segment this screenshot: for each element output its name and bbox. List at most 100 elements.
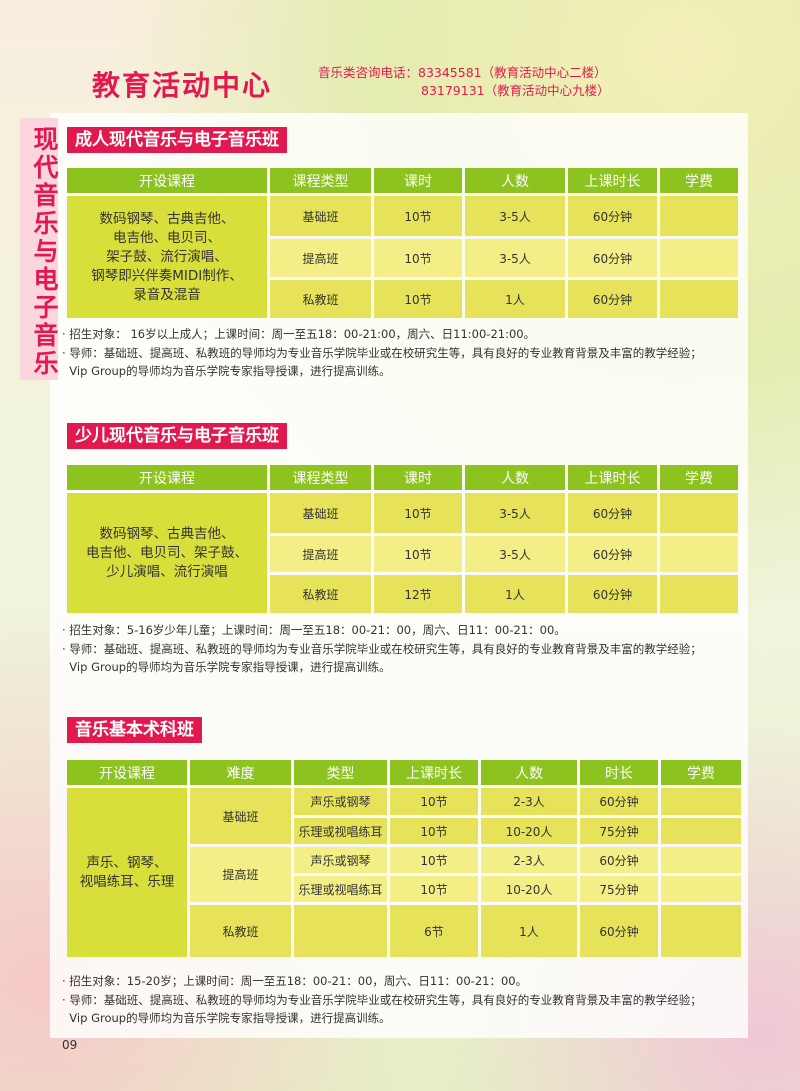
table-cell: 1人 (481, 905, 577, 957)
table-cell: 提高班 (270, 536, 371, 572)
table-cell: 基础班 (270, 493, 371, 533)
level-cell: 提高班 (190, 847, 291, 902)
table-header-row: 开设课程 课程类型 课时 人数 上课时长 学费 (67, 465, 738, 490)
table-cell: 60分钟 (568, 239, 657, 277)
course-list: 声乐、钢琴、 视唱练耳、乐理 (67, 788, 187, 957)
table-cell (661, 818, 741, 844)
column-header: 学费 (660, 168, 738, 193)
table-cell: 75分钟 (580, 876, 658, 902)
table-row: 提高班 10节 3-5人 60分钟 (67, 536, 738, 572)
table-cell: 10节 (374, 280, 462, 318)
contact-info: 音乐类咨询电话：83345581（教育活动中心二楼） 83179131（教育活动… (318, 64, 610, 100)
table-cell: 10-20人 (481, 818, 577, 844)
table-cell (660, 280, 738, 318)
table-cell: 私教班 (270, 280, 371, 318)
table-cell (661, 876, 741, 902)
column-header: 课时 (374, 168, 462, 193)
page-number: 09 (62, 1038, 78, 1052)
table-cell (660, 493, 738, 533)
table-row: 乐理或视唱练耳 10节 10-20人 75分钟 (67, 818, 741, 844)
table-cell: 提高班 (270, 239, 371, 277)
table-cell: 10节 (374, 239, 462, 277)
table-cell: 10节 (390, 876, 478, 902)
table-cell: 1人 (465, 280, 565, 318)
course-list: 数码钢琴、古典吉他、 电吉他、电贝司、 架子鼓、流行演唱、 钢琴即兴伴奏MIDI… (67, 196, 267, 318)
table-cell: 60分钟 (568, 493, 657, 533)
table-cell: 10-20人 (481, 876, 577, 902)
table-cell (661, 788, 741, 815)
contact-line-2: 83179131（教育活动中心九楼） (421, 83, 610, 98)
table-cell (660, 536, 738, 572)
table-cell: 乐理或视唱练耳 (294, 876, 387, 902)
table-cell: 私教班 (270, 575, 371, 613)
table-cell (661, 905, 741, 957)
table-cell: 声乐或钢琴 (294, 788, 387, 815)
table-row: 数码钢琴、古典吉他、 电吉他、电贝司、 架子鼓、流行演唱、 钢琴即兴伴奏MIDI… (67, 196, 738, 318)
side-category-label: 现代音乐与电子音乐 (20, 118, 59, 380)
table-cell: 60分钟 (580, 847, 658, 873)
column-header: 上课时长 (568, 168, 657, 193)
table-row: 私教班 6节 1人 60分钟 (67, 905, 741, 957)
table-cell: 3-5人 (465, 493, 565, 533)
table-cell: 60分钟 (568, 575, 657, 613)
note-line: · 导师：基础班、提高班、私教班的导师均为专业音乐学院毕业或在校研究生等，具有良… (62, 992, 702, 1007)
note-line: · 导师：基础班、提高班、私教班的导师均为专业音乐学院毕业或在校研究生等，具有良… (62, 641, 702, 656)
table-cell: 1人 (465, 575, 565, 613)
contact-line-1: 音乐类咨询电话：83345581（教育活动中心二楼） (318, 65, 607, 80)
column-header: 课时 (374, 465, 462, 490)
table-cell: 10节 (374, 196, 462, 236)
column-header: 上课时长 (390, 760, 478, 785)
section-notes: · 招生对象： 16岁以上成人；上课时间：周一至五18：00-21:00，周六、… (62, 325, 702, 381)
table-cell: 6节 (390, 905, 478, 957)
table-row: 提高班 10节 3-5人 60分钟 (67, 239, 738, 277)
column-header: 课程类型 (270, 465, 371, 490)
column-header: 开设课程 (67, 465, 267, 490)
column-header: 人数 (465, 465, 565, 490)
column-header: 人数 (465, 168, 565, 193)
table-cell: 75分钟 (580, 818, 658, 844)
table-cell: 60分钟 (580, 905, 658, 957)
table-cell: 10节 (390, 847, 478, 873)
table-row: 数码钢琴、古典吉他、 电吉他、电贝司、架子鼓、 少儿演唱、流行演唱 基础班 10节 3… (67, 493, 738, 613)
table-row: 声乐、钢琴、 视唱练耳、乐理 基础班 声乐或钢琴 10节 2-3人 60分钟 (67, 788, 741, 957)
table-cell: 10节 (374, 536, 462, 572)
column-header: 课程类型 (270, 168, 371, 193)
table-cell: 60分钟 (568, 536, 657, 572)
table-cell (660, 239, 738, 277)
course-table: 开设课程 课程类型 课时 人数 上课时长 学费数码钢琴、古典吉他、 电吉他、电贝司、 架子… (64, 165, 741, 321)
table-row: 私教班 12节 1人 60分钟 (67, 575, 738, 613)
table-cell: 10节 (390, 818, 478, 844)
section-title: 少儿现代音乐与电子音乐班 (67, 423, 287, 449)
table-header-row: 开设课程 课程类型 课时 人数 上课时长 学费 (67, 168, 738, 193)
level-cell: 私教班 (190, 905, 291, 957)
note-line: · 导师：基础班、提高班、私教班的导师均为专业音乐学院毕业或在校研究生等，具有良… (62, 345, 702, 360)
column-header: 学费 (660, 465, 738, 490)
table-header-row: 开设课程 难度 类型 上课时长 人数 时长 学费 (67, 760, 741, 785)
table-cell: 2-3人 (481, 788, 577, 815)
table-row: 私教班 10节 1人 60分钟 (67, 280, 738, 318)
course-table: 开设课程 难度 类型 上课时长 人数 时长 学费声乐、钢琴、 视唱练耳、乐理 基础班 声乐或钢琴… (64, 757, 744, 960)
note-line: Vip Group的导师均为音乐学院专家指导授课，进行提高训练。 (62, 364, 391, 378)
table-cell: 10节 (374, 493, 462, 533)
note-line: Vip Group的导师均为音乐学院专家指导授课，进行提高训练。 (62, 1011, 391, 1025)
section-notes: · 招生对象：15-20岁；上课时间：周一至五18：00-21：00，周六、日1… (62, 972, 702, 1028)
table-row: 提高班 声乐或钢琴 10节 2-3人 60分钟 (67, 847, 741, 902)
table-cell: 3-5人 (465, 536, 565, 572)
table-cell: 60分钟 (580, 788, 658, 815)
note-line: · 招生对象：5-16岁少年儿童；上课时间：周一至五18：00-21：00，周六… (62, 623, 566, 637)
column-header: 开设课程 (67, 760, 187, 785)
table-cell: 2-3人 (481, 847, 577, 873)
note-line: · 招生对象：15-20岁；上课时间：周一至五18：00-21：00，周六、日1… (62, 974, 528, 988)
table-cell: 10节 (390, 788, 478, 815)
section-title: 成人现代音乐与电子音乐班 (67, 127, 287, 153)
section-notes: · 招生对象：5-16岁少年儿童；上课时间：周一至五18：00-21：00，周六… (62, 621, 702, 677)
table-cell (661, 847, 741, 873)
brand-title: 教育活动中心 (92, 69, 273, 102)
column-header: 时长 (580, 760, 658, 785)
course-list: 数码钢琴、古典吉他、 电吉他、电贝司、架子鼓、 少儿演唱、流行演唱 (67, 493, 267, 613)
column-header: 类型 (294, 760, 387, 785)
table-cell: 乐理或视唱练耳 (294, 818, 387, 844)
table-cell (294, 905, 387, 957)
table-cell: 60分钟 (568, 280, 657, 318)
column-header: 难度 (190, 760, 291, 785)
